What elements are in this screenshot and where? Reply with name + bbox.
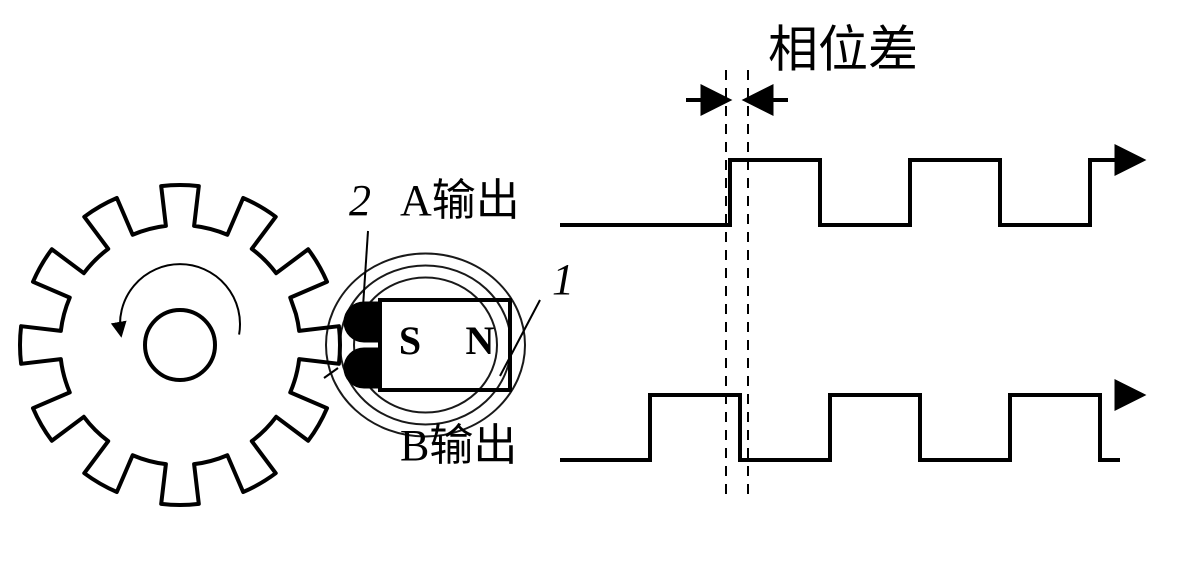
- gear-outline: [20, 185, 340, 505]
- sensor-lead: [324, 368, 338, 378]
- waveform-b: [560, 395, 1120, 460]
- annotation-1: 1: [552, 255, 574, 304]
- magnet-s-label: S: [399, 318, 421, 363]
- waveform-a: [560, 160, 1120, 225]
- a-output-label: A输出: [400, 176, 520, 225]
- gear-hub: [145, 310, 215, 380]
- magnet-n-label: N: [466, 318, 495, 363]
- rotation-arrow: [120, 264, 240, 334]
- annotation-2: 2: [349, 176, 371, 225]
- phase-diff-label: 相位差: [768, 21, 918, 77]
- b-output-label: B输出: [400, 421, 517, 470]
